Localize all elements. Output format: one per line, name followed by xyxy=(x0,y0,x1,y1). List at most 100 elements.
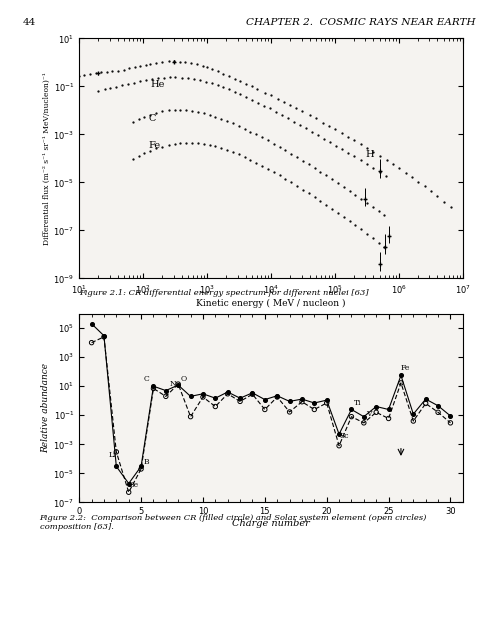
Point xyxy=(208,64,216,74)
Point xyxy=(261,88,269,98)
Point xyxy=(75,70,83,81)
Point xyxy=(282,174,290,184)
Text: Fe: Fe xyxy=(401,364,410,372)
Point xyxy=(200,108,208,118)
Point xyxy=(408,172,416,182)
Point xyxy=(231,86,239,97)
Point xyxy=(187,391,195,401)
Point xyxy=(253,84,261,94)
Point xyxy=(152,108,160,118)
Point xyxy=(88,319,96,329)
Point xyxy=(219,68,227,79)
Point xyxy=(293,181,301,191)
Point xyxy=(369,163,377,173)
Point xyxy=(397,378,405,388)
Point xyxy=(389,159,396,169)
Point xyxy=(129,117,137,127)
Point xyxy=(338,144,346,154)
Point xyxy=(211,401,219,412)
Point xyxy=(310,404,318,415)
Point xyxy=(363,159,371,169)
Point xyxy=(369,147,377,157)
Point xyxy=(181,57,189,67)
Point xyxy=(247,154,254,164)
Point xyxy=(385,404,393,415)
Point xyxy=(427,186,435,196)
Point xyxy=(310,398,318,408)
Point xyxy=(350,135,358,145)
Point xyxy=(112,81,120,92)
Point xyxy=(267,90,275,100)
Point xyxy=(236,396,244,406)
Point xyxy=(383,155,391,165)
Point xyxy=(147,109,154,120)
Point xyxy=(208,78,216,88)
Point xyxy=(135,115,143,125)
Point xyxy=(92,68,99,78)
Point xyxy=(229,147,237,157)
Point xyxy=(335,429,343,439)
Point xyxy=(297,106,305,116)
Point xyxy=(224,387,232,397)
Point xyxy=(347,404,355,415)
Point xyxy=(264,135,272,145)
Point xyxy=(395,163,403,173)
Point xyxy=(174,379,182,389)
Point xyxy=(142,60,150,70)
Point xyxy=(211,393,219,403)
Point xyxy=(141,112,148,122)
Point xyxy=(223,145,231,155)
Point xyxy=(357,155,365,165)
Point xyxy=(296,120,304,130)
Point xyxy=(188,138,196,148)
Point xyxy=(187,412,195,422)
Point xyxy=(372,407,380,417)
Point xyxy=(236,393,244,403)
Point xyxy=(323,398,331,408)
Point xyxy=(372,401,380,412)
Point xyxy=(273,390,281,401)
Point xyxy=(165,56,173,67)
Point xyxy=(338,128,346,138)
Point xyxy=(385,413,393,424)
Point xyxy=(158,141,166,152)
Point xyxy=(129,154,137,164)
Text: CHAPTER 2.  COSMIC RAYS NEAR EARTH: CHAPTER 2. COSMIC RAYS NEAR EARTH xyxy=(246,18,475,27)
Point xyxy=(320,134,328,144)
Point xyxy=(421,181,429,191)
Point xyxy=(203,62,211,72)
Point xyxy=(286,396,294,406)
Point xyxy=(381,210,389,220)
Point xyxy=(298,397,306,407)
Point xyxy=(125,487,133,497)
Point xyxy=(190,74,198,84)
Point xyxy=(273,392,281,402)
Point xyxy=(125,478,133,488)
Text: Figure 2.2:  Comparison between CR (filled circle) and Solar system element (ope: Figure 2.2: Comparison between CR (fille… xyxy=(40,514,427,531)
Point xyxy=(136,61,144,71)
Point xyxy=(174,380,182,390)
Point xyxy=(331,124,339,134)
Point xyxy=(302,123,310,133)
Point xyxy=(446,418,454,428)
Point xyxy=(187,58,195,68)
Point xyxy=(100,84,108,95)
Point xyxy=(334,207,342,218)
Point xyxy=(248,95,256,105)
Point xyxy=(103,67,111,77)
Point xyxy=(176,56,184,67)
Point xyxy=(316,196,324,206)
Point xyxy=(344,148,352,158)
Point xyxy=(305,159,313,170)
Point xyxy=(176,105,184,115)
Point xyxy=(182,105,190,115)
Text: Li: Li xyxy=(109,451,116,459)
Point xyxy=(236,76,244,86)
Point xyxy=(223,116,231,126)
Point xyxy=(276,170,284,180)
Point xyxy=(242,79,249,89)
Point xyxy=(375,206,383,216)
Point xyxy=(214,80,222,90)
Point xyxy=(347,412,355,422)
Point xyxy=(290,116,298,127)
